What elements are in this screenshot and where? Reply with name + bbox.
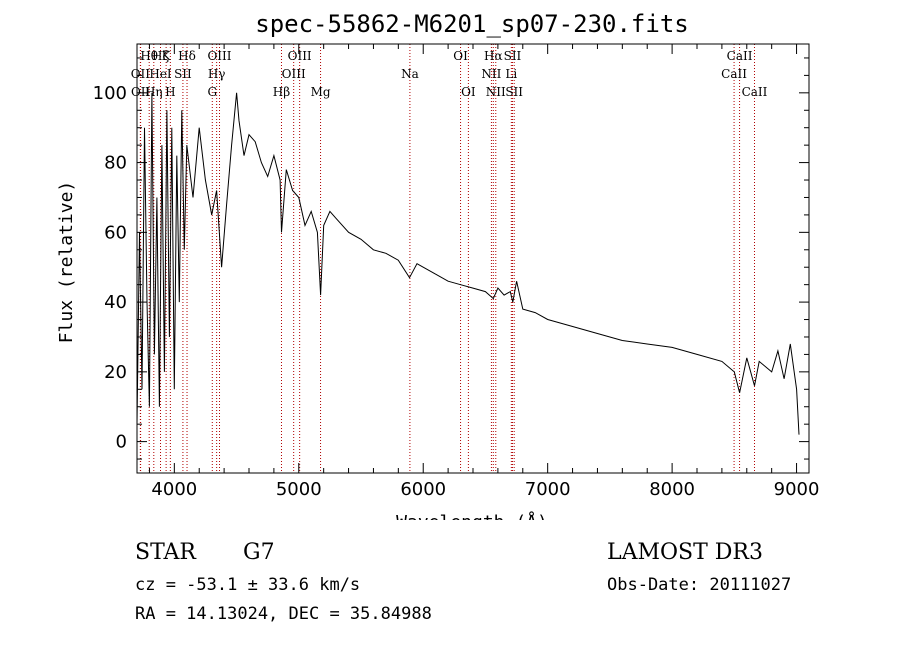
spectral-line-label: Hα [484,49,503,63]
spectrum-chart: spec-55862-M6201_sp07-230.fits 4000 5000 6… [56,10,820,520]
spectral-line-label: Hη [145,85,163,99]
x-tick-label: 4000 [151,479,197,500]
spectral-line-label: NII [486,85,506,99]
object-subclass: G7 [243,540,275,565]
tick-labels: 4000 5000 6000 7000 8000 9000 0 20 40 60 80 100 [93,83,820,500]
spectral-line-label: Na [401,67,419,81]
spectral-line-label: Hγ [208,67,226,81]
y-tick-label: 60 [104,222,127,243]
spectral-line-label: SII [504,49,522,63]
spectral-line-label: Hζ [152,49,169,63]
redshift-velocity: cz = -53.1 ± 33.6 km/s [135,575,361,595]
spectral-line-label: Hθ [140,49,158,63]
spectral-line-label: OI [461,85,476,99]
spectrum-series [136,92,800,435]
spectral-line-label: CaII [742,85,768,99]
x-tick-label: 9000 [774,479,820,500]
x-tick-label: 5000 [276,479,322,500]
spectral-line-label: OII [131,85,151,99]
object-class: STAR [135,540,196,565]
spectrum-line [136,92,800,435]
y-tick-label: 0 [116,432,127,453]
spectral-line-label: Mg [311,85,331,99]
spectral-line-label: Hδ [178,49,196,63]
x-tick-label: 8000 [649,479,695,500]
x-tick-label: 6000 [400,479,446,500]
x-tick-label: 7000 [525,479,571,500]
spectral-line-label: SII [174,67,192,81]
spectral-line-label: K [162,49,172,63]
spectral-line-label: CaII [727,49,753,63]
x-axis-label: Wavelength (Å) [396,511,548,520]
spectral-line-label: Li [505,67,517,81]
spectral-line-markers [139,44,755,473]
spectral-line-label: OIII [288,49,312,63]
y-axis-label: Flux (relative) [56,181,77,344]
y-tick-label: 20 [104,362,127,383]
sky-coordinates: RA = 14.13024, DEC = 35.84988 [135,604,432,624]
spectral-line-label: OI [453,49,468,63]
plot-frame [136,43,810,474]
spectral-line-label: NII [481,67,501,81]
spectral-line-label: SII [505,85,523,99]
spectral-line-label: HeI [149,67,172,81]
chart-title: spec-55862-M6201_sp07-230.fits [255,10,688,38]
y-tick-label: 40 [104,292,127,313]
y-tick-label: 80 [104,153,127,174]
survey-name: LAMOST DR3 [607,540,763,565]
spectral-line-label: OIII [207,49,231,63]
observation-date: Obs-Date: 20111027 [607,575,792,595]
spectral-line-label: H [165,85,175,99]
y-tick-label: 100 [93,83,127,104]
spectral-line-label: OIII [282,67,306,81]
spectral-line-label: Hβ [273,85,290,99]
spectral-line-label: CaII [721,67,747,81]
spectral-line-label: OII [131,67,151,81]
spectral-line-label: G [207,85,217,99]
